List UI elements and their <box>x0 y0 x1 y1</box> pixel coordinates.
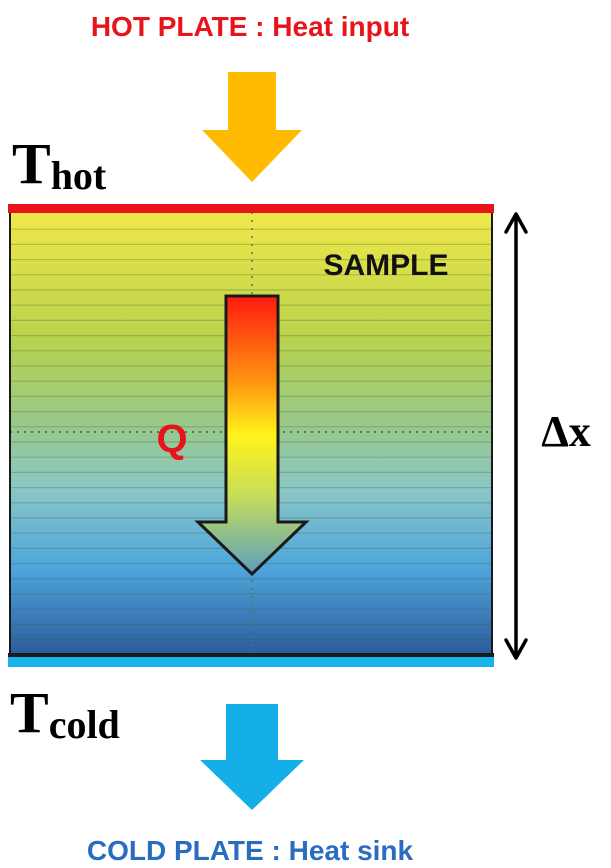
hot-plate <box>8 204 494 213</box>
thickness-dimension-arrow-icon <box>504 212 528 660</box>
heat-flow-arrow-icon <box>194 294 310 577</box>
heat-sink-arrow-icon <box>200 704 304 810</box>
t-hot-subscript: hot <box>51 153 107 198</box>
cold-plate <box>8 657 494 667</box>
heat-input-arrow-icon <box>202 72 302 182</box>
heat-flow-q-label: Q <box>156 417 187 461</box>
t-cold-symbol: T <box>10 680 49 745</box>
t-hot-symbol: T <box>12 131 51 196</box>
cold-plate-label: COLD PLATE : Heat sink <box>87 835 414 866</box>
t-cold-label: Tcold <box>10 680 120 747</box>
t-cold-subscript: cold <box>49 702 120 747</box>
cold-plate-edge <box>8 653 494 657</box>
sample-label: SAMPLE <box>323 249 448 282</box>
thickness-label: Δx <box>541 407 591 456</box>
t-hot-label: Thot <box>12 131 107 198</box>
hot-plate-label: HOT PLATE : Heat input <box>91 11 409 42</box>
